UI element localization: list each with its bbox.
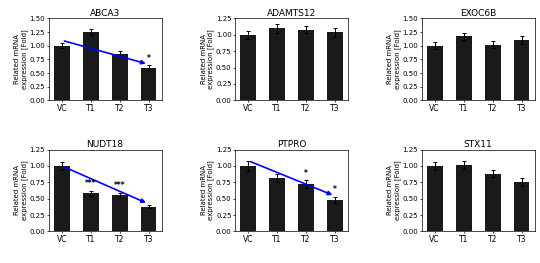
Title: ADAMTS12: ADAMTS12 [267, 9, 316, 18]
Text: *: * [333, 185, 337, 194]
Title: EXOC6B: EXOC6B [460, 9, 496, 18]
Bar [514, 182, 529, 231]
Y-axis label: Related mRNA
expression [Fold]: Related mRNA expression [Fold] [201, 29, 214, 89]
Bar [298, 184, 314, 231]
Bar [269, 28, 285, 100]
Bar [54, 166, 70, 231]
Text: ***: *** [85, 179, 97, 188]
Y-axis label: Related mRNA
expression [Fold]: Related mRNA expression [Fold] [14, 29, 28, 89]
Bar [112, 54, 127, 100]
Y-axis label: Related mRNA
expression [Fold]: Related mRNA expression [Fold] [387, 29, 401, 89]
Bar [427, 166, 443, 231]
Bar [427, 46, 443, 100]
Bar [140, 68, 157, 100]
Bar [456, 165, 471, 231]
Bar [240, 35, 256, 100]
Title: NUDT18: NUDT18 [86, 140, 124, 149]
Text: ***: *** [114, 181, 125, 190]
Bar [240, 166, 256, 231]
Title: PTPRO: PTPRO [277, 140, 306, 149]
Bar [83, 32, 99, 100]
Y-axis label: Related mRNA
expression [Fold]: Related mRNA expression [Fold] [14, 161, 28, 220]
Bar [484, 45, 501, 100]
Bar [140, 206, 157, 231]
Bar [327, 200, 343, 231]
Bar [514, 40, 529, 100]
Text: *: * [146, 54, 151, 63]
Bar [112, 195, 127, 231]
Y-axis label: Related mRNA
expression [Fold]: Related mRNA expression [Fold] [201, 161, 214, 220]
Bar [298, 29, 314, 100]
Bar [54, 46, 70, 100]
Bar [83, 193, 99, 231]
Bar [327, 32, 343, 100]
Bar [484, 174, 501, 231]
Text: *: * [304, 169, 308, 178]
Bar [456, 37, 471, 100]
Bar [269, 178, 285, 231]
Title: STX11: STX11 [464, 140, 492, 149]
Y-axis label: Related mRNA
expression [Fold]: Related mRNA expression [Fold] [387, 161, 401, 220]
Title: ABCA3: ABCA3 [90, 9, 120, 18]
